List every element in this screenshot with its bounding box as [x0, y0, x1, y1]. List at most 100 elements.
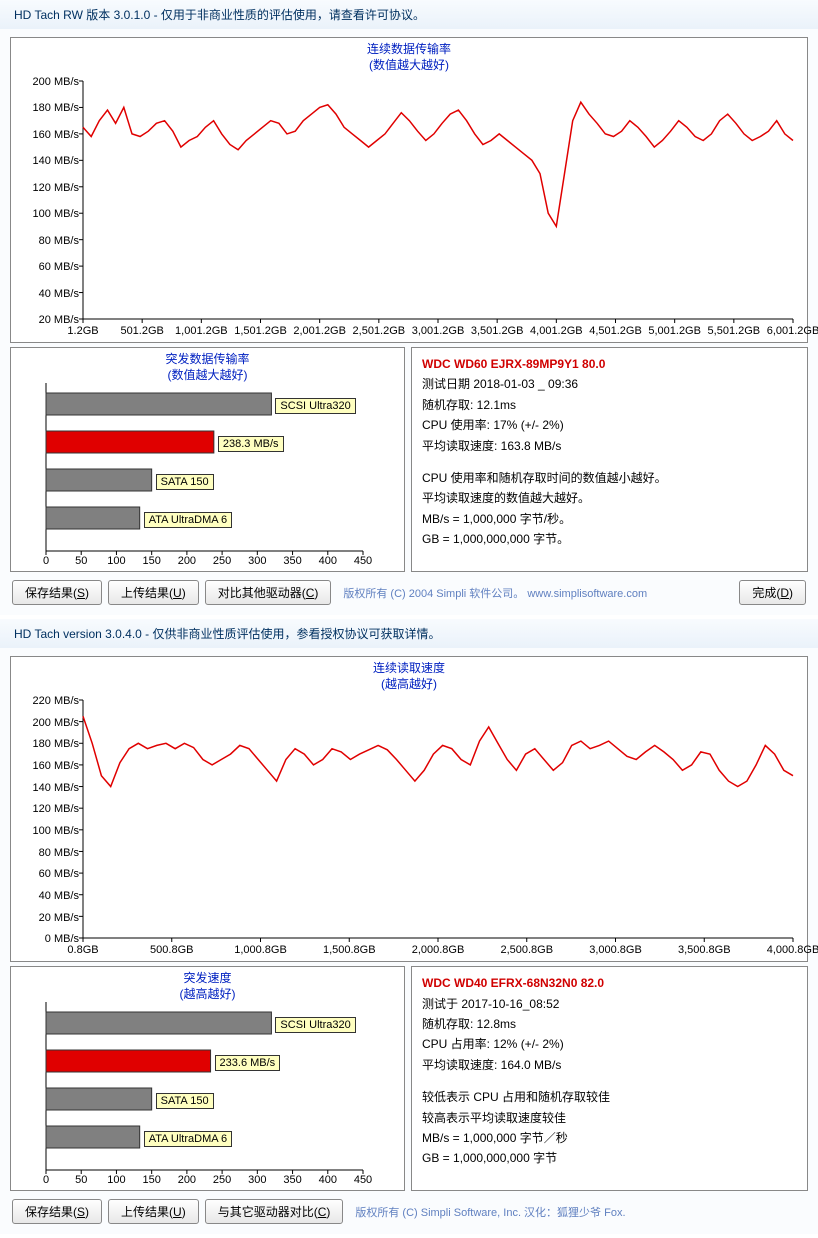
y-axis-label: 120 MB/s — [33, 803, 79, 815]
burst-x-label: 400 — [319, 553, 337, 567]
x-axis-label: 1,501.2GB — [234, 323, 287, 337]
info-line: MB/s = 1,000,000 字节/秒。 — [422, 509, 797, 529]
info-line: CPU 占用率: 12% (+/- 2%) — [422, 1034, 797, 1054]
x-axis-label: 6,001.2GB — [767, 323, 818, 337]
info-line: GB = 1,000,000,000 字节 — [422, 1148, 797, 1168]
info-line: 平均读取速度: 163.8 MB/s — [422, 436, 797, 456]
y-axis-label: 140 MB/s — [33, 782, 79, 794]
compare-button[interactable]: 与其它驱动器对比(C) — [205, 1199, 344, 1224]
line-chart-frame: 连续读取速度(越高越好)0 MB/s20 MB/s40 MB/s60 MB/s8… — [10, 656, 808, 962]
burst-x-label: 450 — [354, 1172, 372, 1186]
save-button[interactable]: 保存结果(S) — [12, 580, 102, 605]
info-line — [422, 456, 797, 468]
y-axis-label: 80 MB/s — [39, 847, 79, 859]
burst-x-label: 150 — [142, 553, 160, 567]
x-axis-label: 500.8GB — [150, 942, 193, 956]
x-axis-label: 1,000.8GB — [234, 942, 287, 956]
bar-label: SCSI Ultra320 — [275, 398, 355, 414]
x-axis-label: 2,500.8GB — [500, 942, 553, 956]
burst-x-label: 300 — [248, 553, 266, 567]
y-axis-label: 120 MB/s — [33, 182, 79, 194]
save-button[interactable]: 保存结果(S) — [12, 1199, 102, 1224]
burst-x-label: 100 — [107, 553, 125, 567]
bar-label: SATA 150 — [156, 1093, 214, 1109]
burst-chart: 突发数据传输率(数值越大越好) SCSI Ultra320 238.3 MB/s SA… — [10, 347, 405, 572]
drive-model: WDC WD40 EFRX-68N32N0 82.0 — [422, 973, 797, 993]
chart-title: 连续读取速度(越高越好) — [11, 657, 807, 692]
button-row: 保存结果(S)上传结果(U)与其它驱动器对比(C) 版权所有 (C) Simpli… — [10, 1199, 808, 1228]
info-line: 测试日期 2018-01-03 _ 09:36 — [422, 374, 797, 394]
burst-title: 突发数据传输率(数值越大越好) — [11, 348, 404, 383]
benchmark-panel: HD Tach RW 版本 3.0.1.0 - 仅用于非商业性质的评估使用，请查… — [0, 0, 818, 615]
burst-x-label: 50 — [75, 1172, 87, 1186]
burst-title-1: 突发速度 — [11, 971, 404, 987]
window-title: HD Tach RW 版本 3.0.1.0 - 仅用于非商业性质的评估使用，请查… — [0, 0, 818, 29]
y-axis-label: 40 MB/s — [39, 288, 79, 300]
bar-label: ATA UltraDMA 6 — [144, 1131, 232, 1147]
drive-model: WDC WD60 EJRX-89MP9Y1 80.0 — [422, 354, 797, 374]
done-button[interactable]: 完成(D) — [739, 580, 806, 605]
x-axis-label: 0.8GB — [67, 942, 98, 956]
x-axis-label: 1,001.2GB — [175, 323, 228, 337]
y-axis-label: 20 MB/s — [39, 912, 79, 924]
burst-x-label: 250 — [213, 553, 231, 567]
x-axis-label: 3,001.2GB — [412, 323, 465, 337]
chart-title-2: (越高越好) — [11, 677, 807, 693]
info-line: GB = 1,000,000,000 字节。 — [422, 529, 797, 549]
upload-button[interactable]: 上传结果(U) — [108, 1199, 199, 1224]
burst-x-label: 0 — [43, 553, 49, 567]
info-line: 较高表示平均读取速度较佳 — [422, 1108, 797, 1128]
bar-label: 233.6 MB/s — [215, 1055, 281, 1071]
bar-label: SATA 150 — [156, 474, 214, 490]
burst-x-label: 0 — [43, 1172, 49, 1186]
bar-label: 238.3 MB/s — [218, 436, 284, 452]
info-line: CPU 使用率: 17% (+/- 2%) — [422, 415, 797, 435]
burst-x-label: 450 — [354, 553, 372, 567]
y-axis-label: 220 MB/s — [33, 695, 79, 707]
y-axis-label: 80 MB/s — [39, 235, 79, 247]
info-line: CPU 使用率和随机存取时间的数值越小越好。 — [422, 468, 797, 488]
button-row: 保存结果(S)上传结果(U)对比其他驱动器(C)版权所有 (C) 2004 Si… — [10, 580, 808, 609]
chart-title-2: (数值越大越好) — [11, 58, 807, 74]
x-axis-label: 5,001.2GB — [648, 323, 701, 337]
y-axis-label: 100 MB/s — [33, 208, 79, 220]
info-line: 随机存取: 12.1ms — [422, 395, 797, 415]
chart-title-1: 连续读取速度 — [11, 661, 807, 677]
x-axis-label: 3,500.8GB — [678, 942, 731, 956]
y-axis-label: 100 MB/s — [33, 825, 79, 837]
info-line: 平均读取速度的数值越大越好。 — [422, 488, 797, 508]
benchmark-panel: HD Tach version 3.0.4.0 - 仅供非商业性质评估使用，参看… — [0, 619, 818, 1234]
y-axis-label: 160 MB/s — [33, 129, 79, 141]
burst-x-label: 350 — [283, 1172, 301, 1186]
x-axis-label: 1,500.8GB — [323, 942, 376, 956]
burst-x-label: 200 — [178, 1172, 196, 1186]
burst-x-label: 50 — [75, 553, 87, 567]
y-axis-label: 200 MB/s — [33, 717, 79, 729]
y-axis-label: 40 MB/s — [39, 890, 79, 902]
y-axis-label: 180 MB/s — [33, 738, 79, 750]
burst-title-2: (数值越大越好) — [11, 368, 404, 384]
x-axis-label: 3,501.2GB — [471, 323, 524, 337]
line-chart-frame: 连续数据传输率(数值越大越好)20 MB/s40 MB/s60 MB/s80 M… — [10, 37, 808, 343]
y-axis-label: 60 MB/s — [39, 261, 79, 273]
burst-x-label: 100 — [107, 1172, 125, 1186]
burst-title: 突发速度(越高越好) — [11, 967, 404, 1002]
bar-label: SCSI Ultra320 — [275, 1017, 355, 1033]
upload-button[interactable]: 上传结果(U) — [108, 580, 199, 605]
info-line: MB/s = 1,000,000 字节／秒 — [422, 1128, 797, 1148]
burst-chart: 突发速度(越高越好) SCSI Ultra320 233.6 MB/s SATA 15… — [10, 966, 405, 1191]
x-axis-label: 1.2GB — [67, 323, 98, 337]
x-axis-label: 2,000.8GB — [412, 942, 465, 956]
info-panel: WDC WD60 EJRX-89MP9Y1 80.0测试日期 2018-01-0… — [411, 347, 808, 572]
compare-button[interactable]: 对比其他驱动器(C) — [205, 580, 332, 605]
y-axis-label: 160 MB/s — [33, 760, 79, 772]
chart-title: 连续数据传输率(数值越大越好) — [11, 38, 807, 73]
x-axis-label: 4,001.2GB — [530, 323, 583, 337]
copyright-text: 版权所有 (C) Simpli Software, Inc. 汉化：狐狸少爷 F… — [349, 1204, 806, 1220]
burst-x-label: 300 — [248, 1172, 266, 1186]
info-line: 平均读取速度: 164.0 MB/s — [422, 1055, 797, 1075]
bar-label: ATA UltraDMA 6 — [144, 512, 232, 528]
y-axis-label: 200 MB/s — [33, 76, 79, 88]
info-line: 测试于 2017-10-16_08:52 — [422, 994, 797, 1014]
burst-x-label: 400 — [319, 1172, 337, 1186]
